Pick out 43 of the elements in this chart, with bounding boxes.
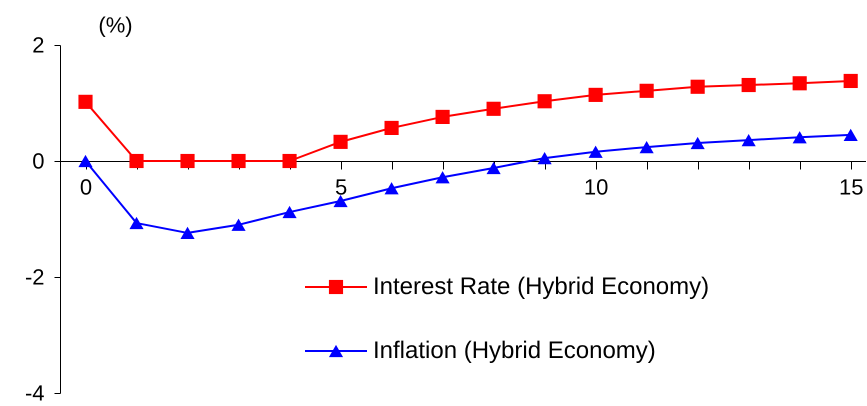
- point: [282, 206, 297, 218]
- point: [384, 182, 399, 194]
- point: [588, 88, 603, 102]
- point: [436, 110, 450, 124]
- point: [538, 94, 552, 108]
- point: [486, 102, 501, 116]
- point: [436, 171, 450, 184]
- point: [334, 134, 348, 149]
- point: [690, 136, 705, 150]
- legend-label: Interest Rate (Hybrid Economy): [373, 273, 710, 300]
- point: [538, 152, 552, 164]
- point: [231, 218, 246, 231]
- point: [640, 140, 654, 154]
- x-tick-label: 0: [80, 174, 92, 200]
- y-tick-label: -2: [24, 264, 44, 290]
- point: [588, 146, 603, 158]
- x-tick-label: 5: [334, 174, 348, 200]
- point: [282, 154, 297, 168]
- x-tick-label: 15: [838, 174, 864, 200]
- point: [792, 131, 807, 144]
- point: [640, 84, 654, 98]
- point: [78, 94, 93, 109]
- point: [844, 128, 858, 142]
- point: [78, 154, 93, 168]
- point: [792, 76, 807, 90]
- y-tick-label: 0: [32, 148, 44, 174]
- x-tick-label: 10: [584, 174, 608, 200]
- point: [334, 194, 348, 208]
- point: [129, 154, 144, 168]
- y-tick-label: -4: [24, 380, 44, 406]
- point: [231, 154, 246, 168]
- point: [180, 154, 195, 168]
- y-axis-title: (%): [98, 12, 133, 38]
- legend-label: Inflation (Hybrid Economy): [373, 337, 656, 364]
- point: [129, 216, 144, 230]
- point: [690, 80, 705, 94]
- y-tick-label: 2: [32, 32, 44, 58]
- point: [742, 134, 756, 146]
- point: [180, 226, 195, 240]
- point: [844, 74, 858, 88]
- point: [486, 162, 501, 174]
- point: [742, 78, 756, 92]
- point: [384, 120, 399, 136]
